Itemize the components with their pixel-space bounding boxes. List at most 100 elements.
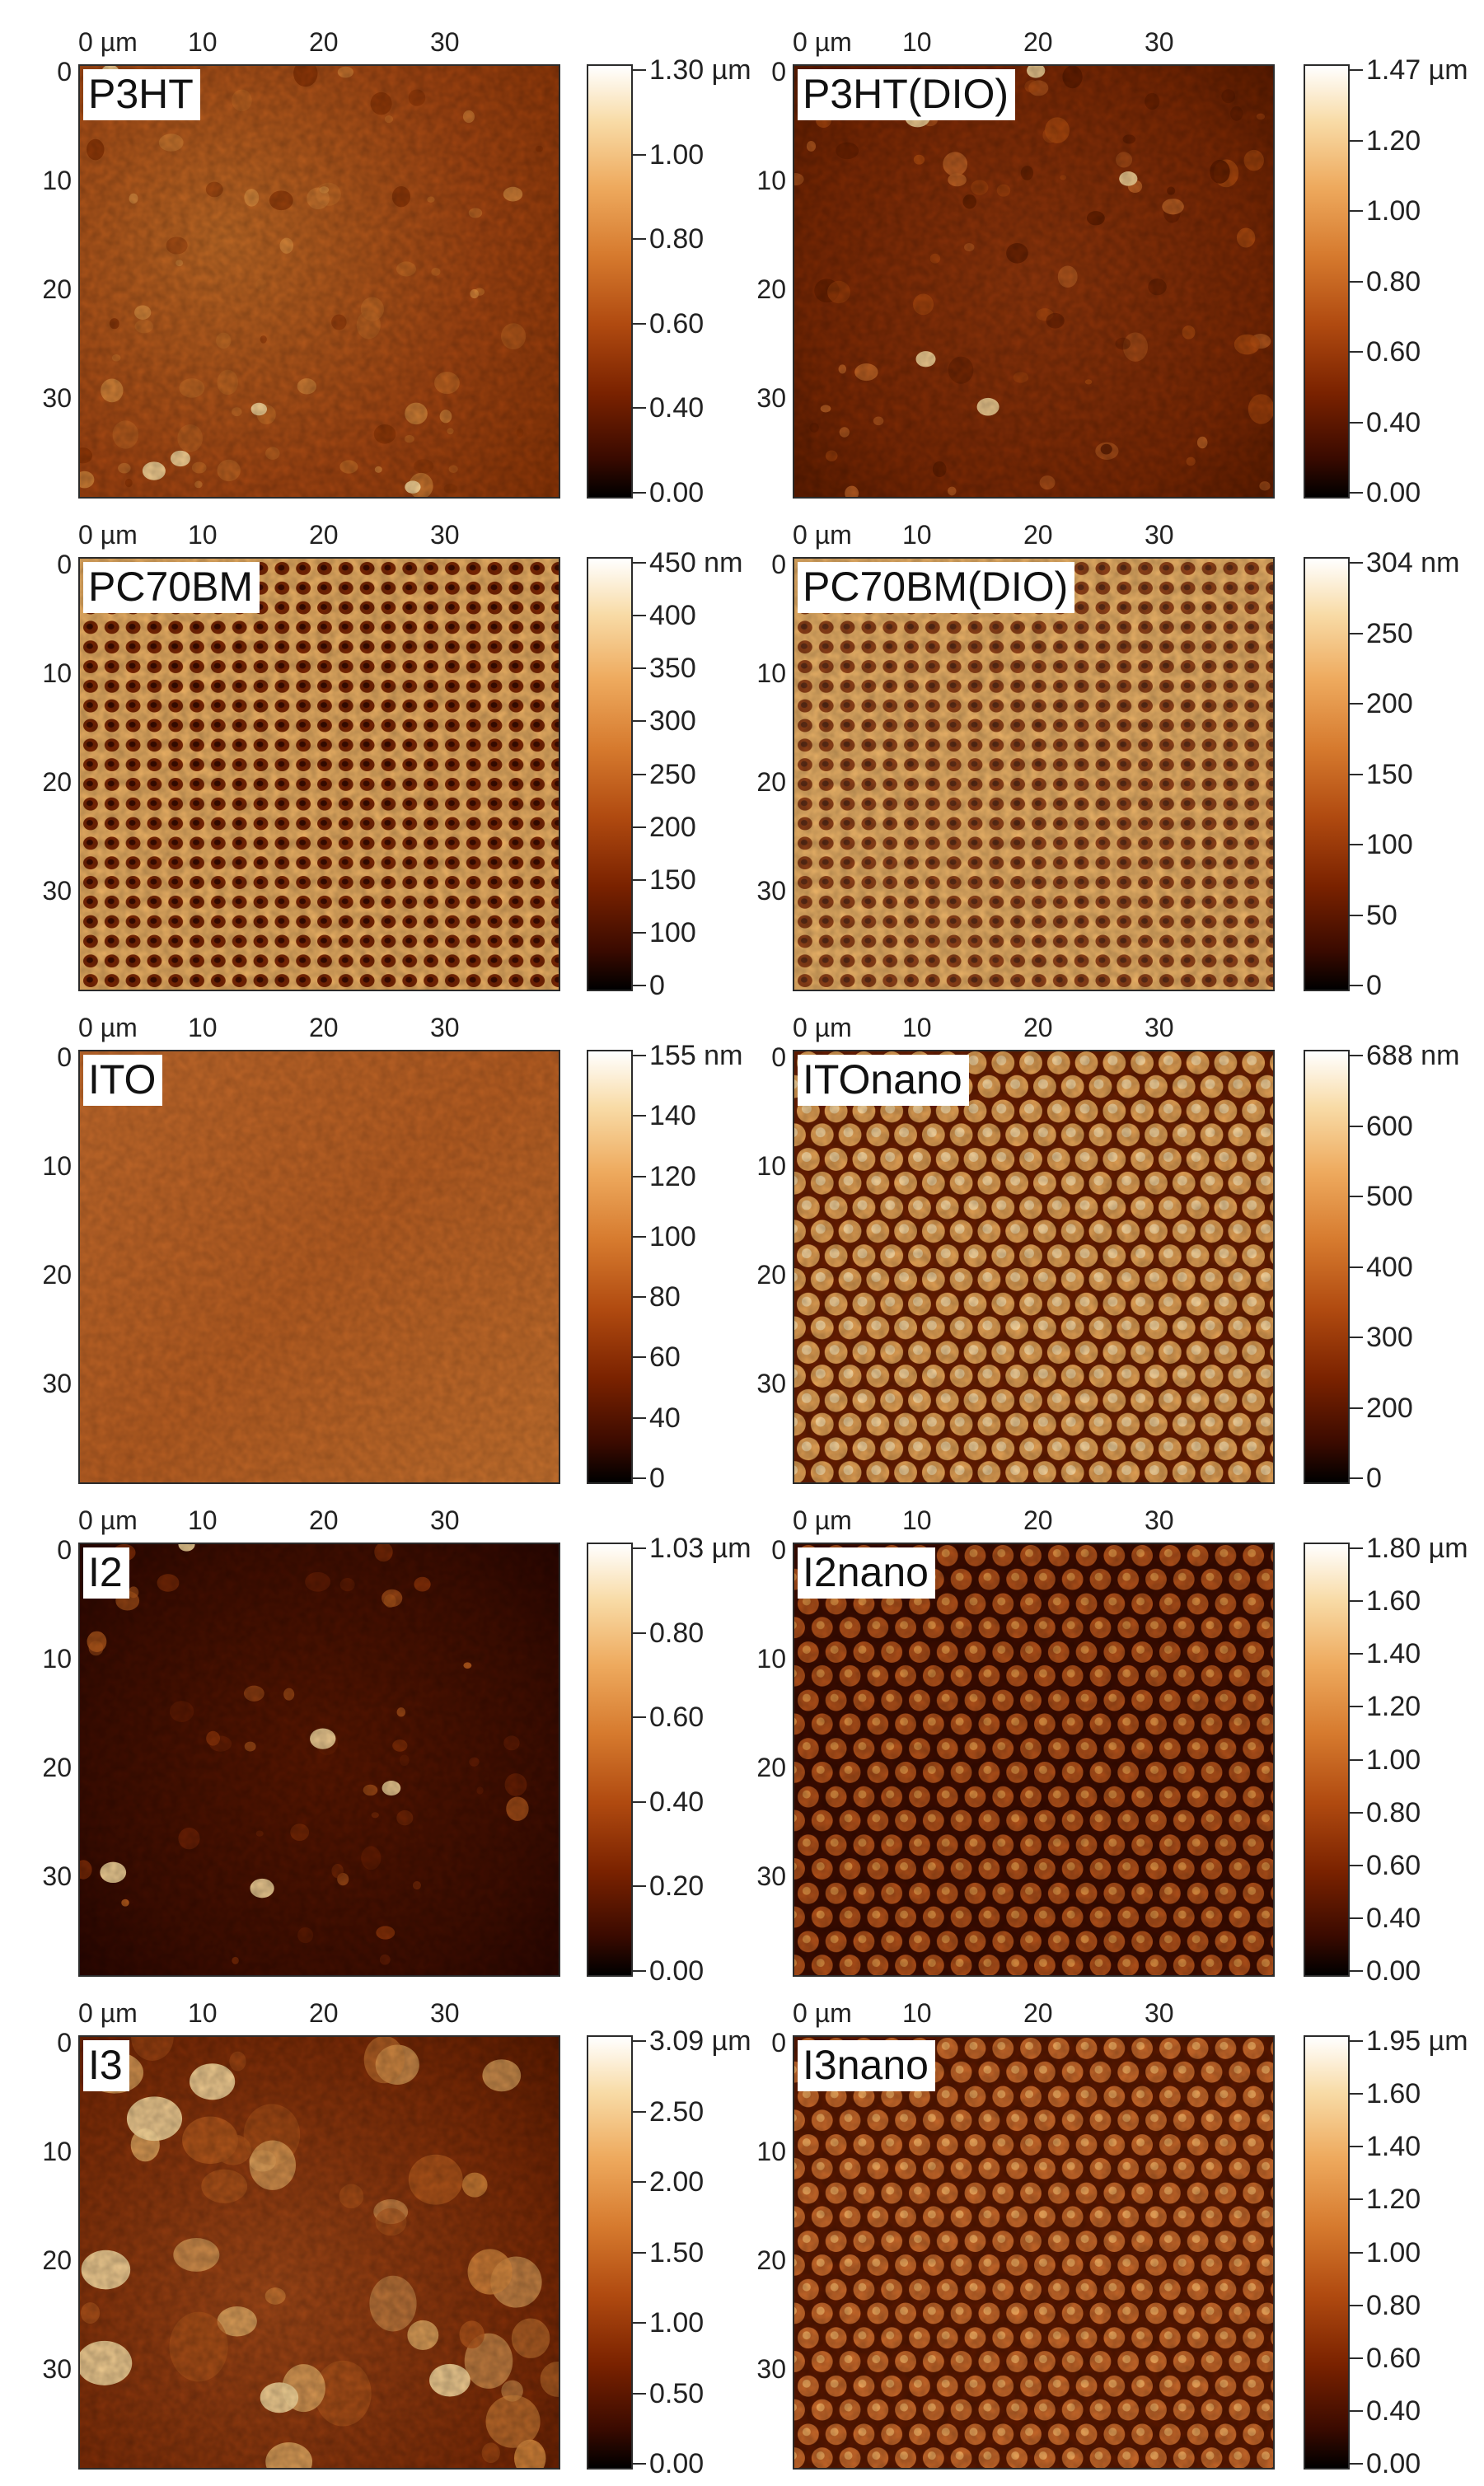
colorbar-tick — [1350, 1811, 1363, 1814]
colorbar-label: 1.60 — [1366, 1585, 1421, 1618]
colorbar-label: 150 — [1366, 758, 1413, 790]
x-tick-label: 0 µm — [78, 1998, 138, 2028]
colorbar-tick — [1350, 1970, 1363, 1972]
colorbar-tick — [1350, 1758, 1363, 1761]
colorbar-label: 0.00 — [649, 477, 705, 508]
colorbar-label: 0.60 — [1366, 1849, 1421, 1881]
colorbar-tick — [633, 615, 646, 617]
x-tick-label: 10 — [902, 1013, 932, 1042]
colorbar-label: 100 — [649, 916, 696, 948]
colorbar-tick — [1350, 1706, 1363, 1708]
colorbar-tick — [633, 826, 646, 828]
afm-height-map: PC70BM(DIO) — [793, 557, 1275, 991]
y-tick-label: 30 — [756, 2354, 786, 2384]
colorbar-label: 0 — [649, 1463, 665, 1494]
colorbar-label: 1.47 µm — [1366, 54, 1468, 86]
colorbar-label: 400 — [1366, 1251, 1413, 1283]
colorbar-label: 0.80 — [1366, 1796, 1421, 1828]
colorbar-tick — [1350, 1266, 1363, 1268]
sample-label: PC70BM — [83, 562, 260, 613]
x-tick-label: 0 µm — [793, 27, 852, 57]
colorbar-label: 250 — [1366, 617, 1413, 649]
sample-label: I2 — [83, 1547, 129, 1599]
colorbar-tick — [1350, 773, 1363, 775]
height-colorbar — [1304, 557, 1350, 991]
y-tick-label: 20 — [756, 767, 786, 797]
colorbar-label: 155 nm — [649, 1040, 743, 1071]
y-tick-label: 30 — [756, 1861, 786, 1891]
colorbar-tick — [1350, 2040, 1363, 2042]
colorbar-tick — [633, 1115, 646, 1117]
y-tick-label: 30 — [42, 1861, 72, 1891]
colorbar-tick — [633, 2251, 646, 2254]
x-tick-label: 20 — [1023, 1505, 1053, 1535]
y-tick-label: 0 — [57, 550, 72, 579]
height-colorbar — [1304, 1050, 1350, 1484]
height-colorbar — [587, 64, 633, 499]
colorbar-label: 0.40 — [1366, 1902, 1421, 1934]
x-tick-label: 10 — [188, 27, 218, 57]
y-tick-label: 20 — [756, 1260, 786, 1290]
y-tick-label: 30 — [42, 1369, 72, 1398]
x-tick-label: 0 µm — [793, 1013, 852, 1042]
afm-height-map: I2nano — [793, 1543, 1275, 1977]
sample-label: P3HT — [83, 69, 200, 120]
colorbar-label: 0.00 — [649, 2448, 705, 2479]
colorbar-label: 1.60 — [1366, 2078, 1421, 2110]
colorbar-tick — [1350, 1864, 1363, 1866]
colorbar-label: 688 nm — [1366, 1040, 1460, 1071]
colorbar-label: 300 — [649, 705, 696, 737]
colorbar-label: 0.00 — [1366, 1955, 1421, 1987]
colorbar-tick — [1350, 2304, 1363, 2306]
colorbar-label: 500 — [1366, 1181, 1413, 1212]
colorbar-label: 0.60 — [649, 1702, 705, 1734]
colorbar-tick — [633, 1235, 646, 1238]
colorbar-label: 0.40 — [649, 1786, 705, 1818]
y-tick-label: 0 — [57, 1535, 72, 1565]
colorbar-label: 1.20 — [1366, 2184, 1421, 2216]
colorbar-tick — [633, 2181, 646, 2183]
afm-height-map: P3HT — [78, 64, 560, 499]
x-tick-label: 20 — [1023, 1998, 1053, 2028]
y-tick-label: 10 — [42, 658, 72, 688]
colorbar-tick — [1350, 1917, 1363, 1919]
y-tick-label: 30 — [756, 383, 786, 413]
y-tick-label: 0 — [771, 1042, 786, 1072]
y-tick-label: 30 — [42, 2354, 72, 2384]
x-tick-label: 0 µm — [793, 520, 852, 550]
colorbar-label: 150 — [649, 864, 696, 896]
colorbar-tick — [633, 1416, 646, 1419]
colorbar-label: 40 — [649, 1402, 681, 1434]
colorbar-tick — [1350, 2357, 1363, 2359]
afm-height-map: ITO — [78, 1050, 560, 1484]
sample-label: P3HT(DIO) — [798, 69, 1015, 120]
colorbar-label: 250 — [649, 758, 696, 790]
colorbar-tick — [633, 667, 646, 670]
y-tick-label: 10 — [756, 658, 786, 688]
x-tick-label: 10 — [188, 1013, 218, 1042]
colorbar-label: 100 — [1366, 829, 1413, 860]
colorbar-label: 400 — [649, 600, 696, 632]
x-tick-label: 0 µm — [793, 1505, 852, 1535]
colorbar-label: 1.40 — [1366, 2131, 1421, 2163]
y-tick-label: 20 — [42, 2245, 72, 2275]
x-tick-label: 20 — [309, 520, 339, 550]
y-tick-label: 0 — [771, 1535, 786, 1565]
afm-height-map: PC70BM — [78, 557, 560, 991]
colorbar-tick — [1350, 1055, 1363, 1056]
colorbar-label: 0.60 — [1366, 336, 1421, 368]
y-tick-label: 20 — [42, 1753, 72, 1782]
x-tick-label: 0 µm — [78, 1505, 138, 1535]
y-tick-label: 10 — [42, 1644, 72, 1674]
colorbar-label: 100 — [649, 1220, 696, 1252]
colorbar-label: 200 — [1366, 1392, 1413, 1424]
x-tick-label: 10 — [188, 1505, 218, 1535]
colorbar-label: 0.40 — [1366, 2395, 1421, 2427]
colorbar-tick — [1350, 1477, 1363, 1479]
colorbar-label: 200 — [1366, 688, 1413, 719]
colorbar-label: 1.20 — [1366, 124, 1421, 157]
colorbar-label: 1.00 — [649, 138, 705, 171]
colorbar-label: 350 — [649, 653, 696, 685]
colorbar-label: 1.00 — [1366, 195, 1421, 227]
